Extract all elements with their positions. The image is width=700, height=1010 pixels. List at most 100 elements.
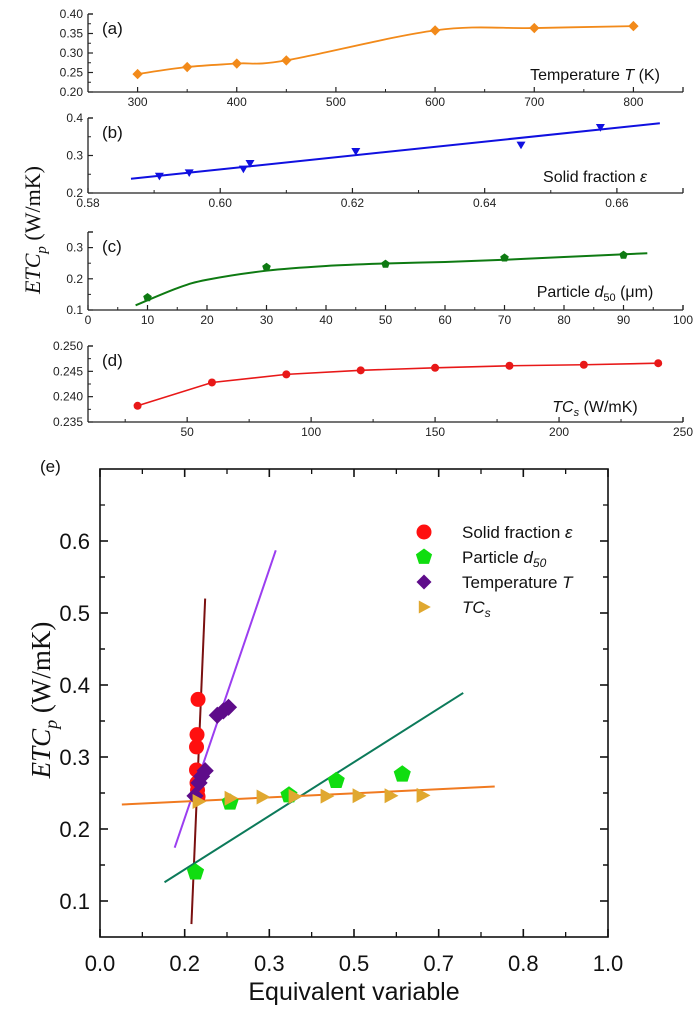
legend-marker [416,524,432,540]
data-point [327,771,345,788]
x-axis-label: Equivalent variable [248,978,459,1006]
x-tick-label: 0.60 [209,196,233,210]
y-tick-label: 0.4 [59,673,90,698]
data-point [381,259,390,268]
y-tick-label: 0.2 [59,817,90,842]
x-tick-label: 600 [425,95,445,109]
legend-item: Solid fraction ε [416,523,573,542]
x-tick-label: 150 [425,425,445,439]
x-tick-label: 40 [319,313,333,327]
x-tick-label: 90 [617,313,631,327]
shared-y-axis-label: ETCp (W/mK) [20,166,50,295]
data-point [416,787,431,803]
x-tick-label: 10 [141,313,155,327]
x-tick-label: 0.7 [423,951,454,976]
y-tick-label: 0.235 [53,415,83,429]
data-point [529,22,540,34]
data-point [190,691,206,707]
panel-label: (a) [102,19,123,38]
y-axis-label: ETCp (W/mK) [26,622,61,780]
y-tick-label: 0.35 [60,27,84,41]
y-tick-label: 0.240 [53,390,83,404]
x-axis-label: Temperature T (K) [530,67,660,84]
data-point [282,370,291,379]
y-tick-label: 0.1 [66,303,83,317]
data-point [207,378,216,387]
data-point [133,401,142,410]
legend-label: Temperature T [462,573,574,592]
x-tick-label: 800 [623,95,643,109]
legend-item: Temperature T [416,573,574,592]
x-tick-label: 0.3 [254,951,285,976]
data-point [281,55,292,66]
x-tick-label: 500 [326,95,346,109]
fit-line [121,785,495,806]
x-tick-label: 100 [673,313,693,327]
legend-item: TCs [418,598,491,620]
data-point [320,788,335,804]
legend-marker [415,548,433,564]
x-tick-label: 400 [227,95,247,109]
x-tick-label: 70 [498,313,512,327]
series-particle-d50 [186,765,411,880]
panel-b: 0.58 0.60 0.62 0.64 0.66 0.2 0.3 0.4 (b) Solid fr… [66,111,684,210]
data-point [628,20,639,32]
panel-d: 50 100 150 200 250 0.235 0.240 0.245 0.250 (d) TCs… [53,339,693,439]
y-tick-label: 0.245 [53,364,83,378]
x-axis-label: TCs (W/mK) [552,399,637,419]
x-tick-label: 0.2 [169,951,200,976]
data-point [143,293,152,302]
panel-a: 300 400 500 600 700 800 0.20 0.25 0.30 0.35 0.40 (a… [60,7,684,109]
data-point [184,169,194,177]
x-tick-label: 0.0 [85,951,116,976]
panel-c: 0 10 20 30 40 50 60 70 80 90 100 0.1 0.2 0.3 (c) Partic… [66,231,693,327]
x-axis-label: Solid fraction ε [543,169,648,186]
x-tick-label: 250 [673,425,693,439]
x-tick-label: 700 [524,95,544,109]
x-axis-label: Particle d50 (μm) [537,284,654,304]
y-tick-label: 0.1 [59,889,90,914]
y-tick-label: 0.2 [66,272,83,286]
x-tick-label: 0.8 [508,951,539,976]
data-point [595,124,605,132]
data-point [352,788,367,804]
y-tick-label: 0.25 [60,66,84,80]
data-point [192,794,207,809]
data-point [256,789,271,805]
legend-label: Solid fraction ε [462,523,573,542]
data-point [356,366,365,375]
y-tick-label: 0.3 [59,745,90,770]
data-point [132,68,143,80]
data-point [189,727,205,743]
y-tick-label: 0.30 [60,46,84,60]
shared-y-label-text: ETCp (W/mK) [20,166,50,295]
panel-label: (b) [102,123,123,142]
data-point [351,148,361,156]
fit-curve [135,252,648,307]
x-tick-label: 0 [85,313,92,327]
data-point [262,262,271,271]
data-point [429,25,441,36]
y-tick-label: 0.20 [60,85,84,99]
panel-label: (c) [102,237,122,256]
x-tick-label: 50 [379,313,393,327]
y-tick-label: 0.250 [53,339,83,353]
series-line [137,362,659,407]
data-point [500,253,509,262]
data-point [654,359,663,368]
legend-marker [418,600,431,614]
y-tick-label: 0.3 [66,149,83,163]
data-point [505,361,514,370]
fit-line [130,122,660,180]
data-point [231,58,242,69]
x-tick-label: 30 [260,313,274,327]
y-axis-label-text: ETCp (W/mK) [26,622,61,780]
data-point [431,363,440,372]
x-tick-label: 60 [438,313,452,327]
data-point [214,702,233,720]
data-point [196,762,214,780]
x-tick-label: 50 [180,425,194,439]
x-tick-label: 0.62 [341,196,365,210]
y-tick-label: 0.5 [59,601,90,626]
x-tick-label: 80 [557,313,571,327]
